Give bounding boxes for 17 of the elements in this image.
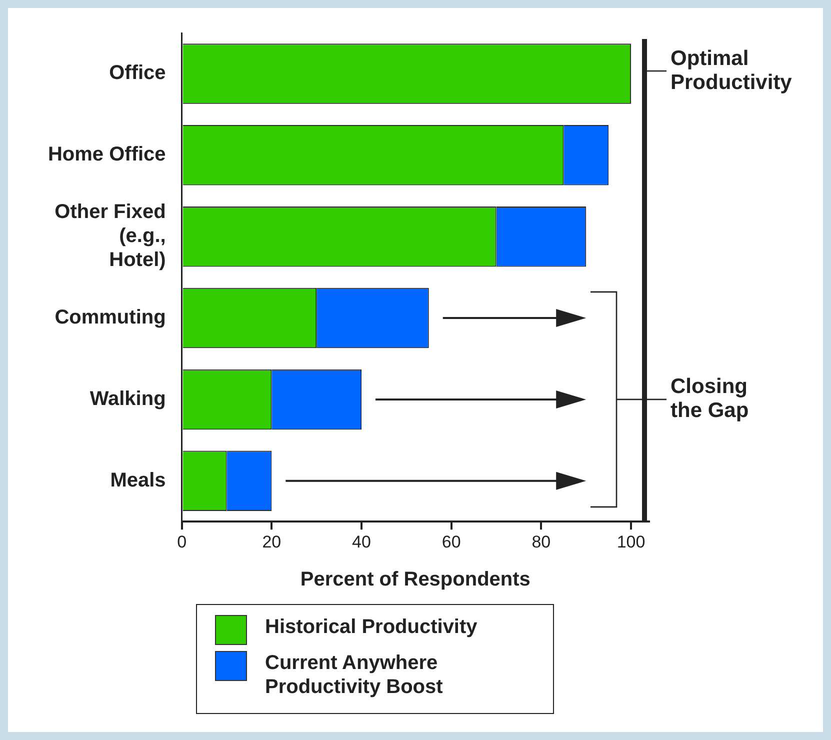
x-tick-label: 0 (177, 532, 187, 552)
x-tick-label: 40 (352, 532, 371, 552)
x-tick-label: 20 (262, 532, 282, 552)
x-tick-label: 80 (532, 532, 551, 552)
legend-label: Historical Productivity (265, 615, 478, 639)
y-tick-label: Meals (110, 469, 166, 492)
y-tick-label: Commuting (54, 306, 166, 329)
x-tick-label: 60 (442, 532, 461, 552)
ref-line-label: Optimal Productivity (670, 46, 792, 94)
y-tick-label: Home Office (48, 144, 166, 166)
y-tick-label: Other Fixed (e.g., Hotel) (54, 201, 166, 272)
x-tick-label: 100 (616, 532, 646, 552)
x-axis-title: Percent of Respondents (300, 568, 530, 591)
y-tick-label: Walking (90, 388, 166, 410)
legend-label: Current Anywhere Productivity Boost (265, 651, 444, 699)
y-tick-label: Office (109, 62, 166, 84)
text: Closing the Gap (670, 375, 749, 422)
